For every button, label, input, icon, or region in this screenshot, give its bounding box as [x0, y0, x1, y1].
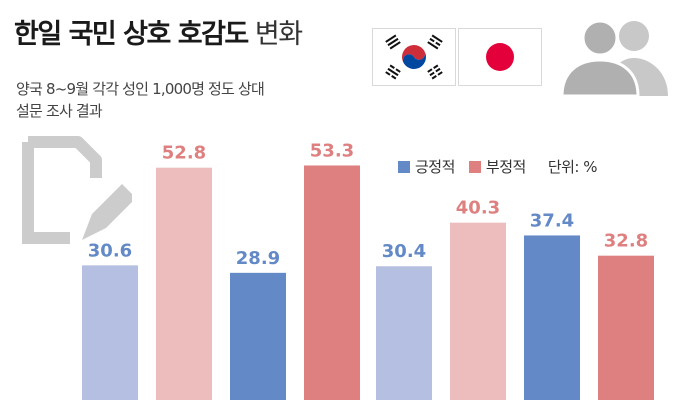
- legend-swatch-positive: [398, 160, 410, 173]
- bar-value-label-g1-3: 28.9: [236, 248, 280, 269]
- subtitle-line-2: 설문 조사 결과: [16, 102, 103, 120]
- bar-negative-g2-4: [598, 255, 654, 400]
- bar-positive-g2-3: [524, 235, 580, 400]
- bar-positive-g1-3: [230, 272, 286, 400]
- people-icon: [556, 12, 670, 100]
- bar-negative-g2-2: [450, 222, 506, 400]
- bar-value-label-g2-4: 32.8: [604, 231, 648, 252]
- legend: 긍정적 부정적 단위: %: [398, 156, 598, 177]
- bar-negative-g1-2: [156, 167, 212, 400]
- bar-value-label-g2-2: 40.3: [456, 198, 500, 219]
- legend-negative-label: 부정적: [485, 158, 526, 176]
- legend-negative: 부정적: [468, 156, 526, 177]
- bar-positive-g1-1: [82, 265, 138, 400]
- title-suffix: 변화: [254, 19, 303, 50]
- bar-value-label-g2-1: 30.4: [382, 241, 426, 262]
- japan-flag-icon: [458, 28, 542, 86]
- bar-positive-g2-1: [376, 266, 432, 400]
- legend-positive: 긍정적: [398, 156, 455, 177]
- title-main: 한일 국민 상호 호감도: [14, 19, 249, 50]
- survey-document-icon: [22, 134, 136, 248]
- bar-value-label-g1-2: 52.8: [162, 143, 206, 164]
- south-korea-flag-icon: [372, 28, 456, 86]
- subtitle: 양국 8~9월 각각 성인 1,000명 정도 상대 설문 조사 결과: [16, 78, 356, 122]
- page-title: 한일 국민 상호 호감도 변화: [14, 12, 303, 51]
- legend-positive-label: 긍정적: [415, 158, 455, 176]
- bar-value-label-g1-4: 53.3: [310, 140, 354, 161]
- bar-value-label-g2-3: 37.4: [530, 210, 574, 231]
- bar-value-label-g1-1: 30.6: [88, 240, 132, 261]
- bar-negative-g1-4: [304, 165, 360, 400]
- subtitle-line-1: 양국 8~9월 각각 성인 1,000명 정도 상대: [16, 80, 265, 98]
- unit-label: 단위: %: [547, 158, 598, 176]
- legend-swatch-negative: [468, 160, 481, 173]
